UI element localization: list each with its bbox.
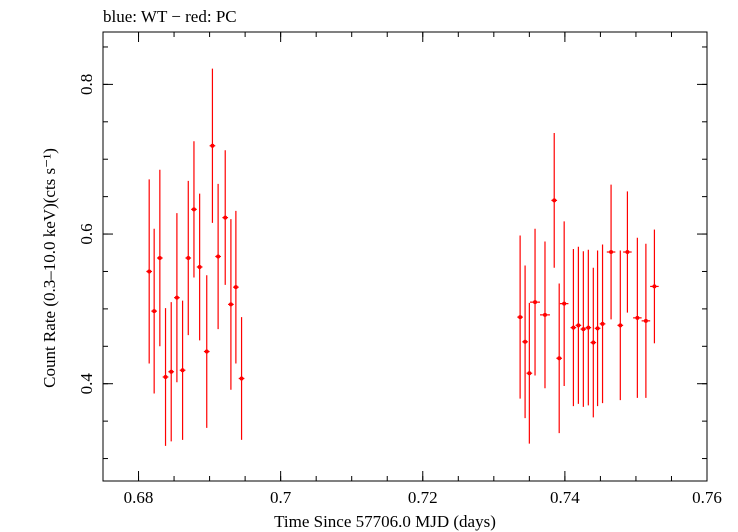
data-marker [233, 285, 238, 290]
data-point [575, 246, 582, 404]
data-marker [518, 315, 523, 320]
data-point [174, 213, 180, 383]
x-tick-label: 0.74 [550, 488, 580, 507]
data-marker [228, 302, 233, 307]
data-marker [571, 325, 576, 330]
data-marker [223, 215, 228, 220]
data-point [540, 241, 550, 389]
data-marker [552, 198, 557, 203]
data-point [185, 180, 192, 336]
data-marker [216, 254, 221, 259]
data-point [146, 179, 153, 364]
y-axis-label: Count Rate (0.3–10.0 keV)(cts s⁻¹) [40, 148, 59, 388]
data-marker [204, 349, 209, 354]
data-point [556, 283, 563, 434]
y-tick-label: 0.6 [77, 223, 96, 244]
data-point [517, 235, 523, 399]
chart-title: blue: WT − red: PC [103, 7, 237, 26]
x-tick-label: 0.68 [124, 488, 154, 507]
data-point [233, 210, 239, 364]
data-marker [557, 356, 562, 361]
data-point [585, 249, 592, 406]
data-point [599, 244, 606, 404]
data-marker [635, 315, 640, 320]
data-marker [157, 255, 162, 260]
data-marker [600, 321, 605, 326]
data-marker [180, 368, 185, 373]
data-point [209, 68, 216, 223]
data-marker [533, 300, 538, 305]
data-point [179, 300, 186, 440]
data-point [570, 249, 577, 407]
data-point [650, 229, 659, 344]
x-tick-label: 0.76 [692, 488, 722, 507]
data-marker [643, 318, 648, 323]
data-point [157, 169, 163, 347]
data-marker [542, 312, 547, 317]
data-marker [562, 301, 567, 306]
data-point [594, 250, 601, 407]
data-marker [210, 143, 215, 148]
data-marker [523, 339, 528, 344]
data-point [580, 251, 587, 407]
data-point [228, 219, 234, 390]
data-marker [169, 369, 174, 374]
data-point [191, 141, 197, 278]
data-point [168, 302, 175, 442]
plot-frame [102, 31, 708, 482]
data-marker [197, 264, 202, 269]
data-point [196, 193, 203, 341]
data-point [617, 250, 624, 401]
data-point [559, 221, 569, 386]
x-tick-label: 0.72 [408, 488, 438, 507]
data-point [623, 191, 632, 313]
data-point [530, 228, 541, 376]
data-point [162, 308, 169, 446]
data-point [522, 265, 528, 419]
data-marker [152, 309, 157, 314]
data-marker [586, 325, 591, 330]
data-marker [163, 374, 168, 379]
x-tick-label: 0.7 [270, 488, 292, 507]
data-marker [527, 371, 532, 376]
y-tick-label: 0.8 [77, 74, 96, 95]
data-marker [652, 284, 657, 289]
data-marker [581, 327, 586, 332]
data-point [633, 237, 642, 398]
data-marker [625, 250, 630, 255]
data-marker [576, 323, 581, 328]
data-point [526, 302, 533, 444]
data-point [551, 133, 558, 268]
data-marker [609, 250, 614, 255]
data-point [151, 228, 158, 394]
data-marker [186, 255, 191, 260]
data-point [215, 183, 221, 330]
data-point [222, 150, 229, 285]
data-marker [147, 269, 152, 274]
axis-ticks: 0.68 0.7 0.72 0.74 0.76 0.4 0.6 0.8 [77, 32, 722, 507]
data-point [238, 317, 245, 440]
data-point [606, 184, 616, 320]
data-marker [239, 376, 244, 381]
y-tick-label: 0.4 [77, 373, 96, 395]
data-marker [191, 207, 196, 212]
data-point [203, 275, 210, 428]
data-series-pc [146, 68, 659, 446]
x-axis-label: Time Since 57706.0 MJD (days) [274, 512, 496, 531]
data-marker [595, 326, 600, 331]
data-point [590, 267, 597, 418]
data-point [641, 243, 651, 398]
data-marker [618, 323, 623, 328]
data-marker [174, 295, 179, 300]
data-marker [591, 340, 596, 345]
